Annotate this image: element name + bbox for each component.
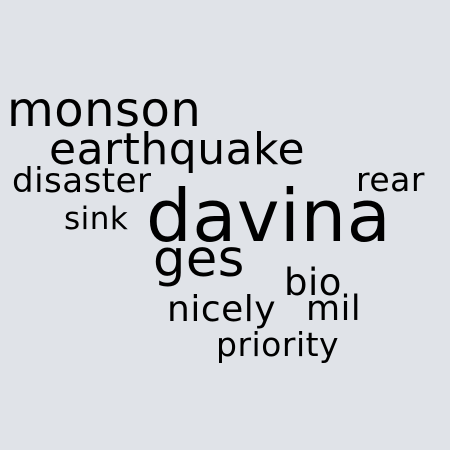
word-monson: monson bbox=[7, 82, 202, 138]
word-ges: ges bbox=[153, 230, 245, 289]
word-sink: sink bbox=[64, 201, 129, 237]
word-mil: mil bbox=[306, 289, 362, 329]
word-bio: bio bbox=[284, 261, 342, 304]
word-davina: davina bbox=[146, 174, 392, 258]
word-nicely: nicely bbox=[167, 289, 277, 330]
word-earthquake: earthquake bbox=[49, 124, 306, 175]
word-rear: rear bbox=[356, 160, 425, 199]
word-priority: priority bbox=[216, 325, 340, 364]
word-disaster: disaster bbox=[12, 161, 152, 201]
